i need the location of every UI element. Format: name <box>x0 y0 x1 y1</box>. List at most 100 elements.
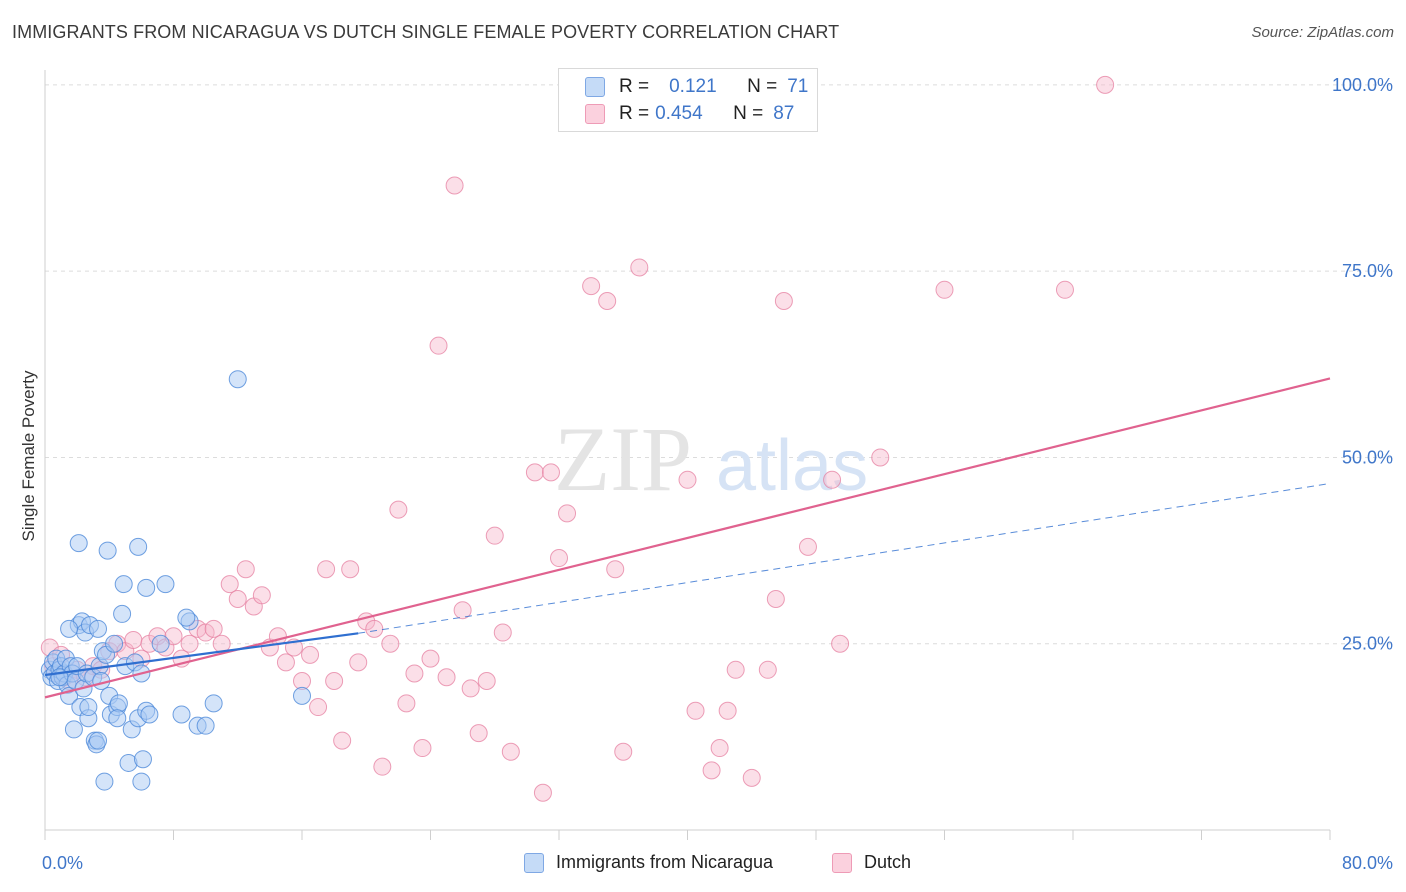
axis-layer <box>44 70 1331 840</box>
dutch-point <box>541 463 560 482</box>
y-tick-label: 100.0% <box>1332 75 1393 95</box>
dutch-point <box>871 448 890 467</box>
grid-layer <box>45 84 1392 645</box>
dutch-point <box>935 280 954 299</box>
dutch-point <box>180 634 199 653</box>
dutch-point <box>228 590 247 609</box>
dutch-point <box>413 739 432 758</box>
legend-row-dutch: R = 0.454 N = 87 <box>585 102 794 126</box>
dutch-point <box>606 560 625 579</box>
tick-labels: 25.0% 50.0% 75.0% 100.0% 0.0% 80.0% <box>42 75 1393 873</box>
dutch-point <box>1096 75 1115 94</box>
watermark-atlas: atlas <box>716 426 868 506</box>
dutch-point <box>533 783 552 802</box>
series-legend-dutch: Dutch <box>832 852 911 873</box>
nicaragua-point <box>132 772 151 791</box>
nicaragua-points <box>40 370 311 791</box>
dutch-point <box>461 679 480 698</box>
dutch-point <box>349 653 368 672</box>
legend-swatch-dutch <box>585 104 605 124</box>
dutch-points <box>40 75 1115 802</box>
dutch-point <box>1055 280 1074 299</box>
nicaragua-point <box>105 634 124 653</box>
nicaragua-trend-dashed <box>358 483 1331 634</box>
dutch-point <box>630 258 649 277</box>
dutch-point <box>124 631 143 649</box>
dutch-point <box>453 601 472 620</box>
legend-r-label: R = <box>619 103 650 124</box>
y-axis-label: Single Female Poverty <box>19 370 38 542</box>
dutch-point <box>429 336 448 355</box>
nicaragua-point <box>64 720 83 739</box>
nicaragua-point <box>133 750 152 769</box>
legend-r-value: 0.454 <box>655 103 703 124</box>
dutch-point <box>477 671 496 690</box>
legend-n-label: N = <box>733 103 764 124</box>
legend-swatch-nicaragua <box>585 77 605 97</box>
dutch-point <box>798 537 817 556</box>
nicaragua-point <box>89 731 108 750</box>
series-swatch-dutch <box>832 852 852 873</box>
dutch-point <box>558 504 577 523</box>
nicaragua-point <box>79 698 98 717</box>
nicaragua-point <box>60 619 79 638</box>
dutch-point <box>831 634 850 653</box>
nicaragua-point <box>109 694 128 713</box>
nicaragua-point <box>140 705 159 724</box>
legend-n-label: N = <box>747 76 778 97</box>
dutch-point <box>437 668 456 687</box>
dutch-point <box>726 660 745 679</box>
dutch-point <box>381 634 400 653</box>
nicaragua-point <box>95 772 114 791</box>
nicaragua-point <box>129 537 148 556</box>
nicaragua-point <box>69 534 88 553</box>
dutch-point <box>421 649 440 668</box>
nicaragua-trend-line <box>44 632 359 677</box>
dutch-point <box>550 549 568 568</box>
dutch-point <box>493 623 512 642</box>
dutch-point <box>389 500 408 519</box>
dutch-point <box>485 526 504 545</box>
nicaragua-point <box>98 541 117 560</box>
series-swatch-nicaragua <box>524 852 544 873</box>
y-tick-label: 75.0% <box>1342 261 1393 281</box>
nicaragua-point <box>156 575 175 594</box>
dutch-point <box>220 575 239 594</box>
dutch-point <box>301 645 320 664</box>
legend-row-nicaragua: R = 0.121 N = 71 <box>585 75 808 99</box>
dutch-point <box>236 560 255 579</box>
series-label-nicaragua: Immigrants from Nicaragua <box>556 852 774 872</box>
dutch-point <box>710 739 729 758</box>
y-tick-label: 50.0% <box>1342 447 1393 467</box>
dutch-point <box>718 701 737 720</box>
dutch-point <box>742 768 761 787</box>
dutch-point <box>252 586 271 605</box>
dutch-point <box>405 664 424 683</box>
dutch-point <box>397 694 416 713</box>
dutch-point <box>678 470 697 489</box>
correlation-legend: R = 0.121 N = 71 R = 0.454 N = 87 <box>558 68 818 132</box>
dutch-point <box>469 724 488 743</box>
dutch-point <box>686 701 705 720</box>
dutch-point <box>341 560 360 579</box>
legend-n-value: 71 <box>787 76 809 97</box>
dutch-point <box>276 653 295 672</box>
x-tick-label: 0.0% <box>42 853 83 873</box>
dutch-point <box>309 698 328 717</box>
legend-r-value: 0.121 <box>669 76 717 97</box>
watermark-zip: ZIP <box>554 408 692 510</box>
nicaragua-point <box>177 608 196 627</box>
dutch-point <box>758 660 777 679</box>
series-legend-nicaragua: Immigrants from Nicaragua <box>524 852 773 873</box>
nicaragua-point <box>293 686 311 705</box>
source-label: Source: ZipAtlas.com <box>1251 24 1394 41</box>
legend-n-value: 87 <box>773 103 795 124</box>
dutch-point <box>501 742 520 761</box>
series-legend: Immigrants from Nicaragua Dutch <box>0 852 1406 878</box>
chart-title: IMMIGRANTS FROM NICARAGUA VS DUTCH SINGL… <box>12 22 840 42</box>
dutch-point <box>766 590 785 609</box>
dutch-point <box>333 731 352 750</box>
series-label-dutch: Dutch <box>864 852 912 872</box>
watermark: ZIP atlas <box>554 408 868 510</box>
